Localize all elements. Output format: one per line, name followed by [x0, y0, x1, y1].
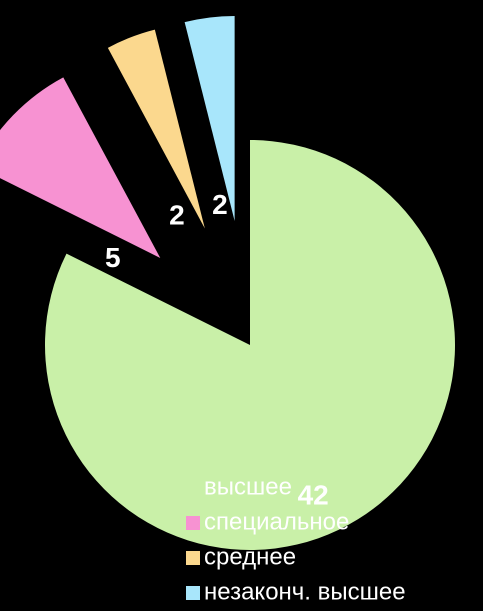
value-label: 2: [169, 200, 185, 231]
legend-label: среднее: [204, 543, 296, 570]
value-label: 5: [105, 242, 121, 273]
legend-swatch: [186, 516, 200, 530]
value-label: 42: [298, 479, 329, 510]
legend-swatch: [186, 586, 200, 600]
pie-slice: [0, 77, 161, 258]
pie-slice: [107, 29, 205, 229]
legend-label: специальное: [204, 508, 349, 535]
pie-slice: [45, 140, 456, 550]
value-label: 2: [212, 189, 228, 220]
legend-swatch: [186, 551, 200, 565]
legend-label: высшее: [204, 473, 292, 500]
legend-label: незаконч. высшее: [204, 578, 406, 605]
legend-swatch: [186, 481, 200, 495]
pie-slice: [184, 15, 235, 221]
